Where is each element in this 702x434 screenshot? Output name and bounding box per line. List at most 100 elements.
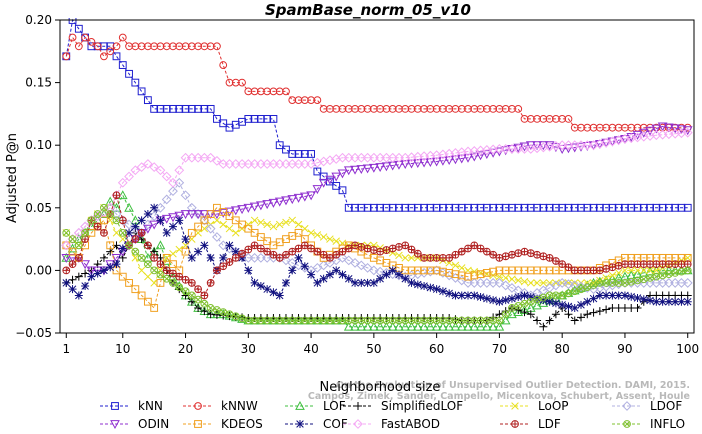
- data-point: [651, 124, 662, 134]
- data-point: [218, 240, 229, 251]
- data-point: [356, 260, 367, 271]
- data-point: [150, 254, 159, 262]
- data-point: [602, 123, 611, 132]
- data-point: [162, 266, 171, 275]
- data-point: [288, 247, 297, 256]
- data-point: [413, 280, 422, 289]
- data-point: [62, 52, 71, 61]
- legend-item-inflo: INFLO: [612, 417, 685, 431]
- data-point: [187, 253, 196, 262]
- legend-item-loop: LoOP: [500, 399, 569, 413]
- data-point: [174, 165, 185, 176]
- data-point: [376, 203, 385, 212]
- data-point: [456, 154, 467, 164]
- data-point: [206, 104, 215, 113]
- data-point: [105, 196, 116, 206]
- data-point: [489, 203, 498, 212]
- data-point: [507, 283, 517, 293]
- data-point: [81, 33, 90, 42]
- data-point: [212, 310, 221, 319]
- data-point: [369, 163, 379, 173]
- data-point: [199, 215, 210, 226]
- data-point: [551, 299, 560, 308]
- data-point: [125, 228, 134, 237]
- data-point: [169, 42, 177, 51]
- data-point: [244, 87, 253, 96]
- data-point: [74, 24, 83, 33]
- data-point: [589, 203, 598, 212]
- data-point: [401, 254, 410, 262]
- data-point: [514, 266, 523, 275]
- data-point: [457, 316, 466, 325]
- legend-label: COF: [323, 417, 348, 431]
- data-point: [520, 247, 529, 256]
- data-point: [250, 216, 259, 225]
- data-point: [621, 266, 629, 275]
- data-point: [81, 282, 90, 291]
- data-point: [256, 244, 265, 253]
- data-point: [595, 203, 604, 212]
- data-point: [457, 247, 466, 256]
- data-point: [439, 104, 447, 113]
- data-point: [394, 321, 404, 331]
- data-point: [256, 233, 265, 241]
- data-point: [200, 299, 209, 308]
- data-point: [331, 172, 342, 182]
- credit-line-authors: Campos, Zimek, Sander, Campello, Micenko…: [308, 391, 690, 402]
- data-point: [205, 152, 216, 163]
- data-point: [150, 203, 159, 212]
- data-point: [256, 316, 265, 325]
- data-point: [520, 277, 529, 286]
- data-point: [263, 87, 272, 96]
- data-point: [162, 254, 171, 262]
- data-point: [224, 207, 235, 217]
- data-point: [186, 202, 197, 213]
- legend: kNN kNNW LOF SimplifiedLOF LoOP LDOF ODIN KDEOS…: [100, 399, 685, 431]
- data-point: [608, 263, 617, 272]
- data-point: [169, 279, 177, 287]
- data-point: [401, 104, 410, 113]
- data-point: [143, 252, 153, 262]
- data-point: [131, 222, 140, 231]
- data-point: [420, 266, 428, 275]
- data-point: [482, 247, 491, 256]
- data-point: [213, 266, 221, 275]
- data-point: [595, 307, 604, 316]
- credit-text: Campos, Zimek, Sander, Campello, Micenko…: [308, 380, 690, 402]
- data-point: [514, 293, 523, 302]
- data-point: [150, 42, 159, 51]
- data-point: [313, 247, 322, 256]
- data-point: [131, 247, 140, 256]
- data-point: [357, 316, 366, 325]
- data-point: [463, 321, 473, 331]
- data-point: [526, 203, 535, 212]
- data-point: [508, 203, 516, 212]
- data-point: [445, 203, 454, 212]
- data-point: [608, 291, 617, 300]
- y-tick-label: 0.10: [25, 138, 52, 152]
- data-point: [294, 96, 303, 105]
- legend-marker: [295, 400, 305, 410]
- data-point: [639, 203, 648, 212]
- data-point: [564, 263, 573, 272]
- y-tick-label: 0.15: [25, 76, 52, 90]
- data-point: [112, 216, 121, 225]
- x-tick-label: 90: [617, 342, 632, 356]
- data-point: [451, 291, 460, 300]
- y-tick-label: 0.20: [25, 13, 52, 27]
- data-point: [306, 191, 316, 201]
- data-point: [558, 260, 567, 268]
- data-point: [282, 87, 290, 96]
- data-point: [533, 279, 541, 287]
- data-point: [552, 279, 560, 287]
- data-point: [551, 143, 561, 153]
- data-point: [93, 269, 102, 278]
- data-point: [426, 266, 435, 275]
- data-point: [169, 260, 177, 269]
- data-point: [395, 251, 403, 260]
- data-point: [356, 321, 367, 331]
- y-axis-label: Adjusted P@n: [5, 133, 20, 223]
- data-point: [137, 266, 146, 275]
- data-point: [282, 218, 290, 227]
- axes: 1 10 20 30 40 50 60 70 80 90 100 −0.05 0.00 0.05 0.10 0…: [15, 13, 699, 356]
